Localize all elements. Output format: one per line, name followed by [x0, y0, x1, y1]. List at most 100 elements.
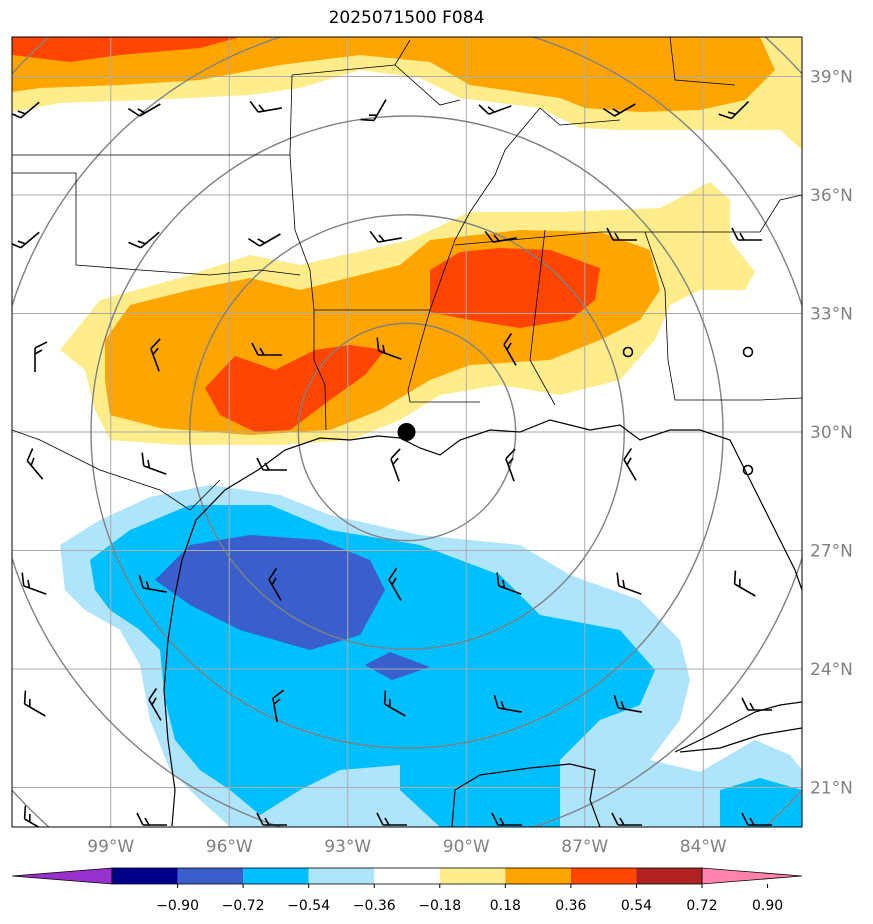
- wind-barb: [741, 812, 772, 826]
- wind-barb: [616, 572, 642, 595]
- colorbar-swatch: [177, 868, 244, 884]
- colorbar-tick-label: −0.36: [353, 898, 396, 914]
- colorbar-tick-label: −0.54: [287, 898, 330, 914]
- wind-barb: [26, 448, 44, 480]
- calm-wind-circle: [742, 464, 754, 476]
- wind-barb: [247, 233, 281, 247]
- wind-barb: [138, 574, 167, 593]
- colorbar-tick-label: 0.72: [686, 898, 717, 914]
- wind-barbs: [12, 99, 772, 827]
- wind-barb: [12, 101, 40, 119]
- latitude-labels: 39°N 36°N 33°N 30°N 27°N 24°N 21°N: [810, 68, 853, 799]
- wind-barb: [141, 452, 167, 475]
- wind-barb: [34, 341, 48, 372]
- wind-barb: [718, 100, 750, 120]
- wind-barb: [383, 690, 406, 717]
- wind-barb: [611, 812, 642, 826]
- state-borders: [12, 37, 802, 431]
- wind-barb: [613, 694, 642, 713]
- lat-label: 39°N: [810, 68, 853, 88]
- lon-label: 90°W: [443, 837, 490, 857]
- colorbar-tick-label: −0.90: [156, 898, 199, 914]
- colorbar-tick-label: −0.18: [418, 898, 461, 914]
- wind-barb: [390, 448, 401, 482]
- wind-barb: [503, 332, 517, 366]
- wind-barb: [602, 103, 636, 117]
- wind-barb: [256, 457, 287, 471]
- lon-label: 99°W: [87, 837, 134, 857]
- wind-barb: [606, 227, 637, 241]
- colorbar-swatch: [112, 868, 178, 884]
- lat-label: 24°N: [810, 660, 853, 680]
- longitude-labels: 99°W 96°W 93°W 90°W 87°W 84°W: [87, 837, 727, 857]
- wind-barb: [493, 694, 522, 713]
- wind-barb: [150, 338, 161, 372]
- lat-label: 21°N: [810, 779, 853, 799]
- wind-barb: [249, 100, 282, 113]
- wind-barb: [148, 687, 162, 721]
- colorbar-swatch: [439, 868, 506, 884]
- colorbar-swatch: [308, 868, 375, 884]
- range-ring: [90, 115, 724, 749]
- wind-barb: [496, 572, 522, 595]
- wind-barb: [505, 448, 516, 482]
- coastlines-and-borders: [12, 37, 802, 827]
- wind-barb: [268, 567, 282, 601]
- wind-barb: [491, 812, 522, 826]
- storm-center-marker: [397, 423, 416, 441]
- colorbar-swatch: [636, 868, 702, 884]
- colorbar-swatch: [505, 868, 571, 884]
- wind-barb: [12, 231, 40, 249]
- lon-label: 87°W: [561, 837, 608, 857]
- wind-barb: [376, 337, 402, 360]
- map-title: 2025071500 F084: [328, 8, 485, 28]
- colorbar-swatch: [570, 868, 637, 884]
- lat-label: 33°N: [810, 305, 853, 325]
- range-ring: [189, 214, 625, 650]
- wind-barb: [127, 103, 161, 117]
- colorbar-extend-min: [11, 867, 113, 885]
- colorbar-tick-label: 0.54: [621, 898, 652, 914]
- wind-barb: [23, 805, 46, 827]
- wind-barb: [376, 812, 407, 826]
- wind-barb: [623, 447, 637, 481]
- colorbar-tick-label: 0.36: [555, 898, 586, 914]
- colorbar-extend-max: [701, 867, 803, 885]
- calm-wind-circle: [742, 346, 754, 358]
- gridlines: [12, 37, 802, 827]
- contour-positive-central: [60, 182, 755, 445]
- lat-label: 27°N: [810, 542, 853, 562]
- calm-wind-circle: [622, 346, 634, 358]
- wind-barb: [128, 231, 160, 249]
- colorbar-swatch: [374, 868, 440, 884]
- wind-barb: [360, 99, 387, 122]
- lon-label: 96°W: [206, 837, 253, 857]
- contour-negative-gulf: [60, 485, 802, 827]
- wind-barb: [256, 812, 287, 826]
- wind-barb: [741, 697, 772, 711]
- colorbar-swatch: [243, 868, 309, 884]
- wind-barb: [478, 104, 512, 115]
- wind-barb: [388, 567, 402, 601]
- colorbar-tick-label: 0.90: [752, 898, 783, 914]
- wind-barb: [23, 690, 46, 717]
- lat-label: 30°N: [810, 423, 853, 443]
- wind-barb: [731, 227, 762, 241]
- colorbar: [11, 867, 803, 885]
- wind-barb: [733, 570, 756, 597]
- wind-barb: [484, 230, 517, 243]
- wind-barb: [272, 689, 285, 722]
- map-frame: [11, 36, 803, 828]
- colorbar-tick-labels: −0.90 −0.72 −0.54 −0.36 −0.18 0.18 0.36 0.54 0.7…: [156, 884, 783, 914]
- mexico-border: [12, 429, 221, 511]
- yucatan-coast: [451, 763, 601, 827]
- gulf-coastline: [163, 419, 802, 827]
- wind-barb: [251, 342, 282, 356]
- colorbar-tick-label: 0.18: [490, 898, 521, 914]
- wind-barb: [369, 230, 402, 243]
- colorbar-tick-label: −0.72: [222, 898, 265, 914]
- cuba-coast: [674, 701, 802, 753]
